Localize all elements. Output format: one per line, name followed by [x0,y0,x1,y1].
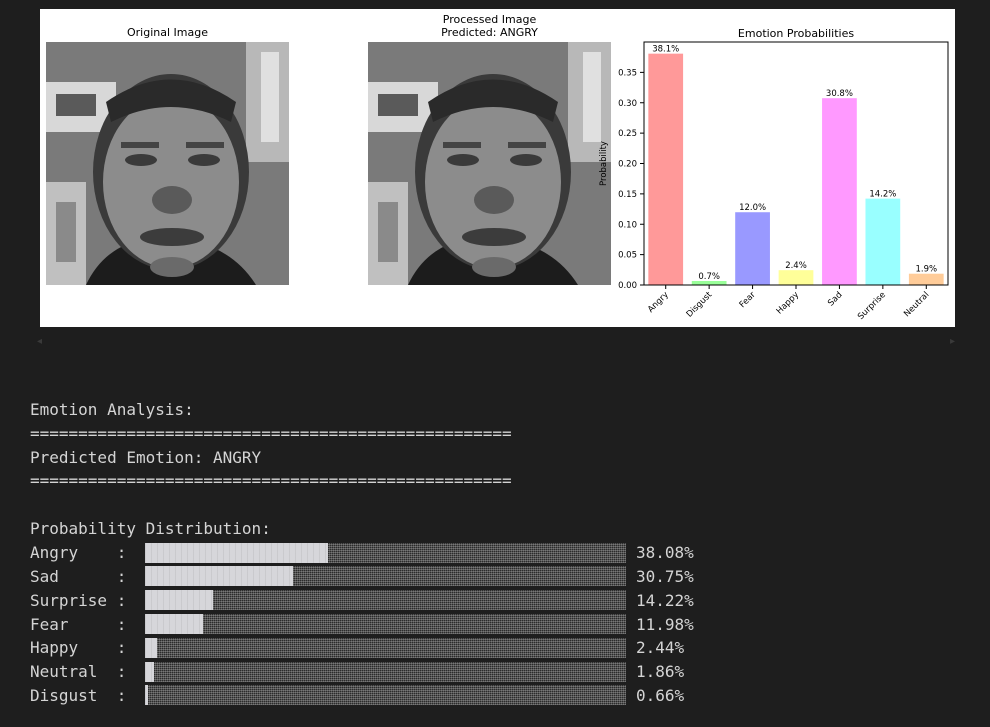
distribution-label: Surprise : [30,590,127,610]
distribution-bar-track [145,685,626,706]
distribution-row: Surprise : 14.22% [30,588,750,612]
separator-line: ========================================… [30,423,512,443]
distribution-row: Fear : 11.98% [30,612,750,636]
emotion-probability-chart: Emotion Probabilities 0.00 0.05 0.10 0.15 0.2… [599,27,949,322]
distribution-bar-track [145,566,626,587]
plot-frame [643,41,949,286]
x-tick-label: Happy [775,290,801,316]
distribution-row: Neutral : 1.86% [30,660,750,684]
data-label: 2.4% [785,261,807,271]
bar-neutral [908,273,944,285]
scroll-right-arrow-icon[interactable]: ▸ [950,336,956,347]
distribution-bar-fill [145,542,329,563]
y-tick-label: 0.10 [618,220,637,230]
x-tick-label: Fear [738,290,758,310]
scroll-left-arrow-icon[interactable]: ◂ [37,336,43,347]
distribution-value: 30.75% [636,566,694,586]
y-tick-label: 0.20 [618,160,637,170]
predicted-emotion-text: Predicted Emotion: ANGRY [30,447,262,467]
distribution-row: Angry : 38.08% [30,541,750,565]
chart-title: Emotion Probabilities [738,27,854,40]
analysis-heading: Emotion Analysis: [30,400,194,419]
data-label: 0.7% [698,272,720,282]
distribution-label: Neutral : [30,662,127,682]
x-tick-label: Sad [826,290,844,308]
distribution-list: Angry : 38.08% Sad : 30.75% Surprise : 14.22%… [30,541,750,708]
distribution-bar-fill [145,614,203,635]
distribution-row: Happy : 2.44% [30,636,750,660]
distribution-value: 0.66% [636,685,685,705]
separator-line: ========================================… [30,471,512,491]
x-tick-label: Disgust [685,290,715,320]
output-figure: Original Image Processed Image Predicted… [40,9,955,327]
y-tick-label: 0.30 [618,99,637,109]
distribution-bar-track [145,590,626,611]
distribution-label: Angry : [30,543,127,563]
data-label: 1.9% [915,265,937,275]
y-axis-label: Probability [599,141,609,186]
bar-disgust [691,280,727,285]
distribution-value: 38.08% [636,543,694,563]
bar-sad [822,98,857,285]
distribution-row: Sad : 30.75% [30,565,750,589]
distribution-value: 2.44% [636,638,685,658]
y-tick-label: 0.15 [618,190,637,200]
distribution-bar-fill [145,637,157,658]
data-label: 38.1% [652,45,679,55]
distribution-value: 11.98% [636,614,694,634]
data-label: 30.8% [826,89,853,99]
console-output: Emotion Analysis: ======================… [30,398,750,707]
x-tick-label: Surprise [856,290,888,322]
blank-line [30,493,750,517]
original-image-title: Original Image [127,26,208,39]
distribution-bar-track [145,661,626,682]
x-tick-label: Angry [646,290,671,315]
bar-fear [735,212,770,285]
y-tick-label: 0.35 [618,68,637,78]
distribution-bar-track [145,637,626,658]
distribution-label: Happy : [30,638,127,658]
original-face-image [46,42,289,285]
distribution-value: 14.22% [636,590,694,610]
distribution-label: Sad : [30,566,127,586]
distribution-label: Disgust : [30,685,127,705]
bar-surprise [865,198,901,285]
distribution-label: Fear : [30,614,127,634]
processed-image-title: Processed Image [442,13,537,26]
distribution-row: Disgust : 0.66% [30,684,750,708]
y-tick-label: 0.05 [618,251,637,261]
distribution-bar-track [145,542,626,563]
distribution-bar-fill [145,685,149,706]
data-label: 12.0% [739,203,766,213]
predicted-label-title: Predicted: ANGRY [441,26,538,39]
x-tick-label: Neutral [902,290,931,319]
distribution-heading: Probability Distribution: [30,518,271,538]
data-label: 14.2% [869,190,896,200]
distribution-value: 1.86% [636,662,685,682]
processed-face-image [368,42,611,285]
y-tick-label: 0.00 [618,281,637,291]
distribution-bar-track [145,614,626,635]
distribution-bar-fill [145,566,293,587]
bar-happy [778,270,814,285]
distribution-bar-fill [145,590,214,611]
distribution-bar-fill [145,661,154,682]
y-tick-label: 0.25 [618,129,637,139]
bar-angry [648,53,684,285]
